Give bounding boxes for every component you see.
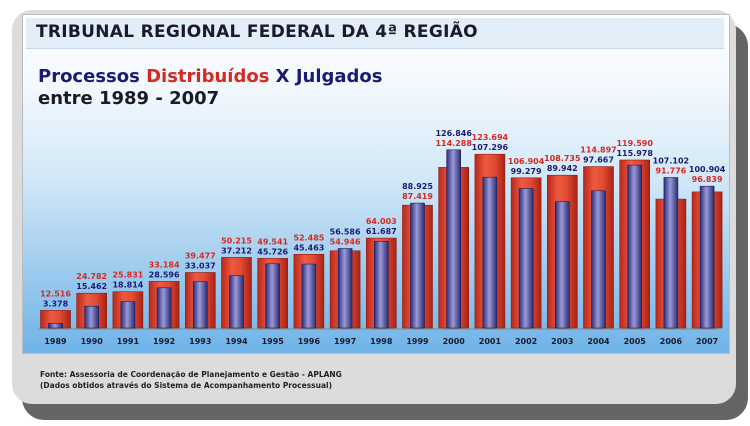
label-distribuidos-1996: 52.485 [293, 233, 324, 242]
source-note: Fonte: Assessoria de Coordenação de Plan… [40, 369, 342, 391]
bar-julgados-1990 [84, 305, 99, 329]
subtitle-part3: X [269, 66, 296, 87]
label-julgados-1992: 28.596 [149, 270, 180, 279]
label-distribuidos-2002: 106.904 [508, 157, 545, 166]
bar-julgados-2000 [446, 149, 462, 329]
bar-julgados-1992 [156, 287, 172, 329]
label-julgados-1999: 88.925 [402, 182, 433, 191]
bar-julgados-1995 [265, 263, 281, 329]
label-julgados-1998: 61.687 [366, 227, 397, 236]
bar-julgados-2005 [627, 164, 643, 329]
label-julgados-1997: 56.586 [330, 228, 361, 237]
label-distribuidos-2001: 123.694 [472, 133, 509, 142]
label-julgados-2007: 100.904 [689, 165, 726, 174]
chart-subtitle: Processos Distribuídos X Julgados entre … [38, 66, 383, 110]
label-distribuidos-1997: 54.946 [330, 238, 361, 247]
x-tick-1998: 1998 [370, 337, 393, 346]
x-tick-2002: 2002 [515, 337, 537, 346]
x-tick-2006: 2006 [660, 337, 683, 346]
page-title: TRIBUNAL REGIONAL FEDERAL DA 4ª REGIÃO [36, 22, 478, 42]
x-tick-1989: 1989 [44, 337, 67, 346]
x-tick-1994: 1994 [225, 337, 248, 346]
subtitle-distribuidos: Distribuídos [146, 66, 270, 87]
title-bar [26, 18, 724, 49]
bar-julgados-1999 [410, 202, 425, 329]
x-tick-1999: 1999 [406, 337, 429, 346]
label-julgados-2006: 107.102 [653, 157, 689, 166]
label-julgados-2000: 126.846 [435, 129, 472, 138]
source-line-1: Fonte: Assessoria de Coordenação de Plan… [40, 370, 342, 379]
bar-julgados-1993 [193, 281, 208, 329]
label-julgados-1996: 45.463 [293, 243, 324, 252]
label-distribuidos-1993: 39.477 [185, 252, 216, 261]
x-tick-1992: 1992 [153, 337, 175, 346]
bar-julgados-1998 [373, 241, 389, 329]
bar-julgados-2003 [554, 201, 570, 329]
subtitle-period: entre 1989 - 2007 [38, 88, 220, 109]
label-distribuidos-2005: 119.590 [616, 139, 653, 148]
label-distribuidos-1989: 12.516 [40, 289, 71, 298]
label-distribuidos-1994: 50.215 [221, 236, 252, 245]
subtitle-julgados: Julgados [295, 66, 383, 87]
bar-julgados-1994 [229, 275, 244, 329]
x-tick-1995: 1995 [262, 337, 285, 346]
x-tick-2003: 2003 [551, 337, 573, 346]
label-julgados-1994: 37.212 [221, 246, 252, 255]
subtitle-part1: Processos [38, 66, 147, 87]
x-tick-1991: 1991 [117, 337, 140, 346]
label-distribuidos-1990: 24.782 [76, 272, 107, 281]
bar-julgados-1997 [337, 248, 353, 329]
x-tick-1996: 1996 [298, 337, 321, 346]
bar-julgados-1991 [120, 301, 136, 329]
x-tick-2000: 2000 [443, 337, 466, 346]
x-tick-1990: 1990 [81, 337, 104, 346]
label-distribuidos-2000: 114.288 [435, 139, 472, 148]
label-distribuidos-1995: 49.541 [257, 237, 288, 246]
label-distribuidos-2003: 108.735 [544, 154, 581, 163]
label-julgados-2002: 99.279 [511, 167, 542, 176]
bar-julgados-2007 [699, 185, 715, 329]
bar-julgados-2006 [663, 177, 679, 329]
label-distribuidos-2007: 96.839 [692, 175, 723, 184]
label-julgados-2005: 115.978 [616, 149, 653, 158]
label-julgados-2003: 89.942 [547, 164, 578, 173]
label-distribuidos-1999: 87.419 [402, 192, 433, 201]
label-distribuidos-2004: 114.897 [580, 146, 616, 155]
label-julgados-1989: 3.378 [43, 299, 69, 308]
label-distribuidos-1992: 33.184 [149, 260, 180, 269]
label-distribuidos-1998: 64.003 [366, 217, 397, 226]
label-julgados-1990: 15.462 [76, 282, 107, 291]
label-distribuidos-1991: 25.831 [112, 271, 143, 280]
x-tick-2007: 2007 [696, 337, 718, 346]
x-tick-2005: 2005 [624, 337, 647, 346]
label-julgados-1995: 45.726 [257, 247, 288, 256]
x-tick-2004: 2004 [587, 337, 610, 346]
label-julgados-2001: 107.296 [472, 143, 509, 152]
x-tick-2001: 2001 [479, 337, 502, 346]
x-tick-1997: 1997 [334, 337, 356, 346]
label-distribuidos-2006: 91.776 [655, 167, 686, 176]
bar-julgados-1989 [48, 322, 63, 329]
label-julgados-1991: 18.814 [112, 281, 143, 290]
label-julgados-2004: 97.667 [583, 156, 614, 165]
bar-julgados-2001 [482, 176, 498, 329]
bar-julgados-2002 [518, 188, 534, 329]
label-julgados-1993: 33.037 [185, 262, 216, 271]
bar-julgados-2004 [591, 190, 606, 329]
source-line-2: (Dados obtidos através do Sistema de Aco… [40, 381, 333, 390]
bar-julgados-1996 [301, 263, 317, 329]
x-tick-1993: 1993 [189, 337, 211, 346]
